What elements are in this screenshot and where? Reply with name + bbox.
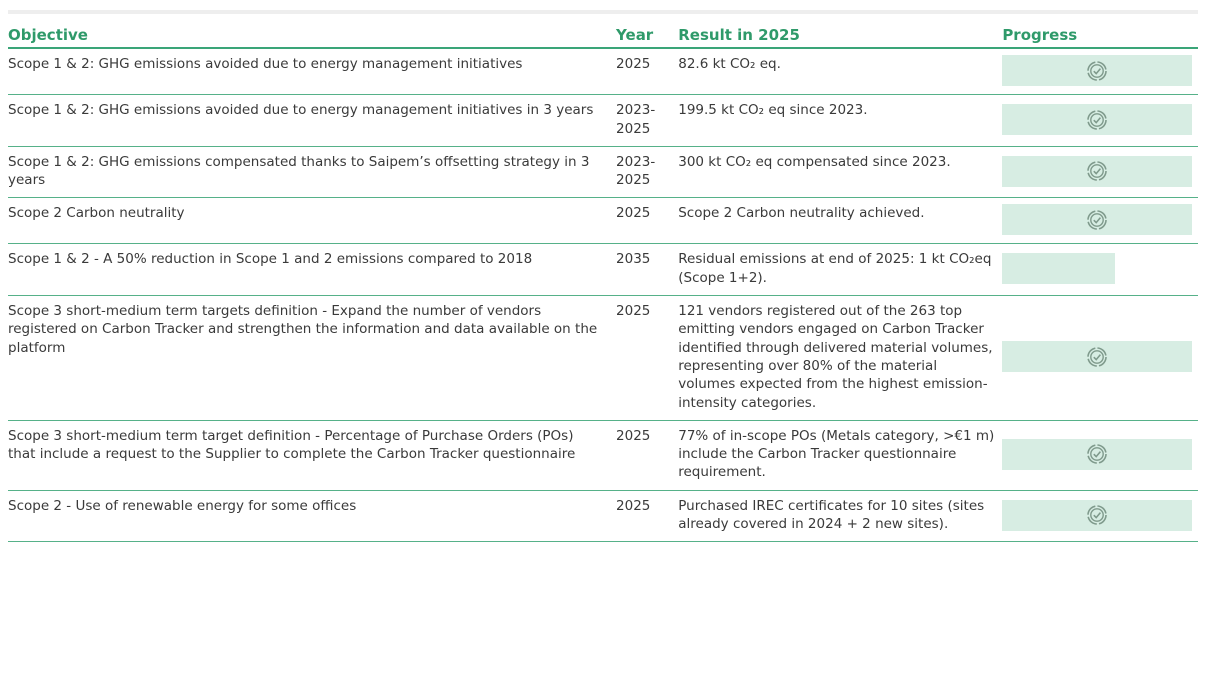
year-cell: 2025 (616, 197, 679, 245)
table-row: Scope 2 - Use of renewable energy for so… (8, 490, 1198, 543)
year-cell: 2035 (616, 243, 679, 297)
table-row: Scope 2 Carbon neutrality 2025 Scope 2 Car… (8, 197, 1198, 245)
result-cell: 77% of in-scope POs (Metals category, >€… (678, 420, 1003, 491)
check-icon (1087, 444, 1108, 465)
objective-cell: Scope 2 - Use of renewable energy for so… (8, 490, 617, 543)
year-cell: 2025 (616, 420, 679, 491)
result-cell: Residual emissions at end of 2025: 1 kt … (678, 243, 1003, 297)
table-head: Objective Year Result in 2025 Progress (8, 14, 1198, 50)
objectives-table: Objective Year Result in 2025 Progress Scop… (8, 14, 1198, 543)
progress-bar (1002, 499, 1193, 531)
progress-bar (1002, 438, 1193, 470)
objective-cell: Scope 1 & 2 - A 50% reduction in Scope 1… (8, 243, 617, 297)
check-icon (1087, 210, 1108, 230)
result-cell: 82.6 kt CO₂ eq. (678, 48, 1003, 96)
table-row: Scope 1 & 2: GHG emissions avoided due t… (8, 94, 1198, 147)
objective-cell: Scope 1 & 2: GHG emissions compensated t… (8, 146, 617, 199)
year-cell: 2025 (616, 48, 679, 96)
progress-bar (1002, 253, 1116, 285)
header-cell: Objective (8, 14, 617, 50)
table-wrap: Objective Year Result in 2025 Progress Scop… (8, 10, 1198, 543)
table-body: Scope 1 & 2: GHG emissions avoided due t… (8, 48, 1198, 543)
year-cell: 2023-2025 (616, 146, 679, 199)
result-cell: 199.5 kt CO₂ eq since 2023. (678, 94, 1003, 147)
result-cell: Scope 2 Carbon neutrality achieved. (678, 197, 1003, 245)
progress-cell (1002, 146, 1198, 199)
progress-bar (1002, 341, 1193, 373)
check-icon (1087, 161, 1108, 181)
result-cell: 300 kt CO₂ eq compensated since 2023. (678, 146, 1003, 199)
year-cell: 2025 (616, 490, 679, 543)
progress-cell (1002, 94, 1198, 147)
header-cell: Year (616, 14, 679, 50)
progress-cell (1002, 295, 1198, 421)
year-cell: 2025 (616, 295, 679, 421)
objective-cell: Scope 2 Carbon neutrality (8, 197, 617, 245)
header-cell: Progress (1002, 14, 1198, 50)
table-row: Scope 1 & 2: GHG emissions avoided due t… (8, 48, 1198, 96)
progress-cell (1002, 490, 1198, 543)
check-icon (1087, 109, 1108, 130)
table-row: Scope 1 & 2 - A 50% reduction in Scope 1… (8, 243, 1198, 297)
progress-cell (1002, 48, 1198, 96)
progress-bar (1002, 204, 1193, 236)
check-icon (1087, 505, 1108, 525)
progress-bar (1002, 55, 1193, 87)
progress-bar (1002, 104, 1193, 136)
header-row: Objective Year Result in 2025 Progress (8, 14, 1198, 50)
table-row: Scope 3 short-medium term targets defini… (8, 295, 1198, 421)
result-cell: 121 vendors registered out of the 263 to… (678, 295, 1003, 421)
table-row: Scope 3 short-medium term target definit… (8, 420, 1198, 491)
objective-cell: Scope 3 short-medium term targets defini… (8, 295, 617, 421)
progress-cell (1002, 420, 1198, 491)
year-cell: 2023-2025 (616, 94, 679, 147)
result-cell: Purchased IREC certificates for 10 sites… (678, 490, 1003, 543)
table-row: Scope 1 & 2: GHG emissions compensated t… (8, 146, 1198, 199)
header-cell: Result in 2025 (678, 14, 1003, 50)
objective-cell: Scope 1 & 2: GHG emissions avoided due t… (8, 48, 617, 96)
objective-cell: Scope 1 & 2: GHG emissions avoided due t… (8, 94, 617, 147)
check-icon (1087, 60, 1108, 81)
progress-cell (1002, 197, 1198, 245)
check-icon (1087, 347, 1108, 367)
progress-cell (1002, 243, 1198, 297)
objective-cell: Scope 3 short-medium term target definit… (8, 420, 617, 491)
progress-bar (1002, 155, 1193, 187)
